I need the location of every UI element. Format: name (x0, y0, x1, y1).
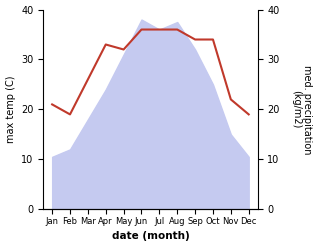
Y-axis label: med. precipitation
(kg/m2): med. precipitation (kg/m2) (291, 65, 313, 154)
X-axis label: date (month): date (month) (112, 231, 189, 242)
Y-axis label: max temp (C): max temp (C) (5, 76, 16, 143)
